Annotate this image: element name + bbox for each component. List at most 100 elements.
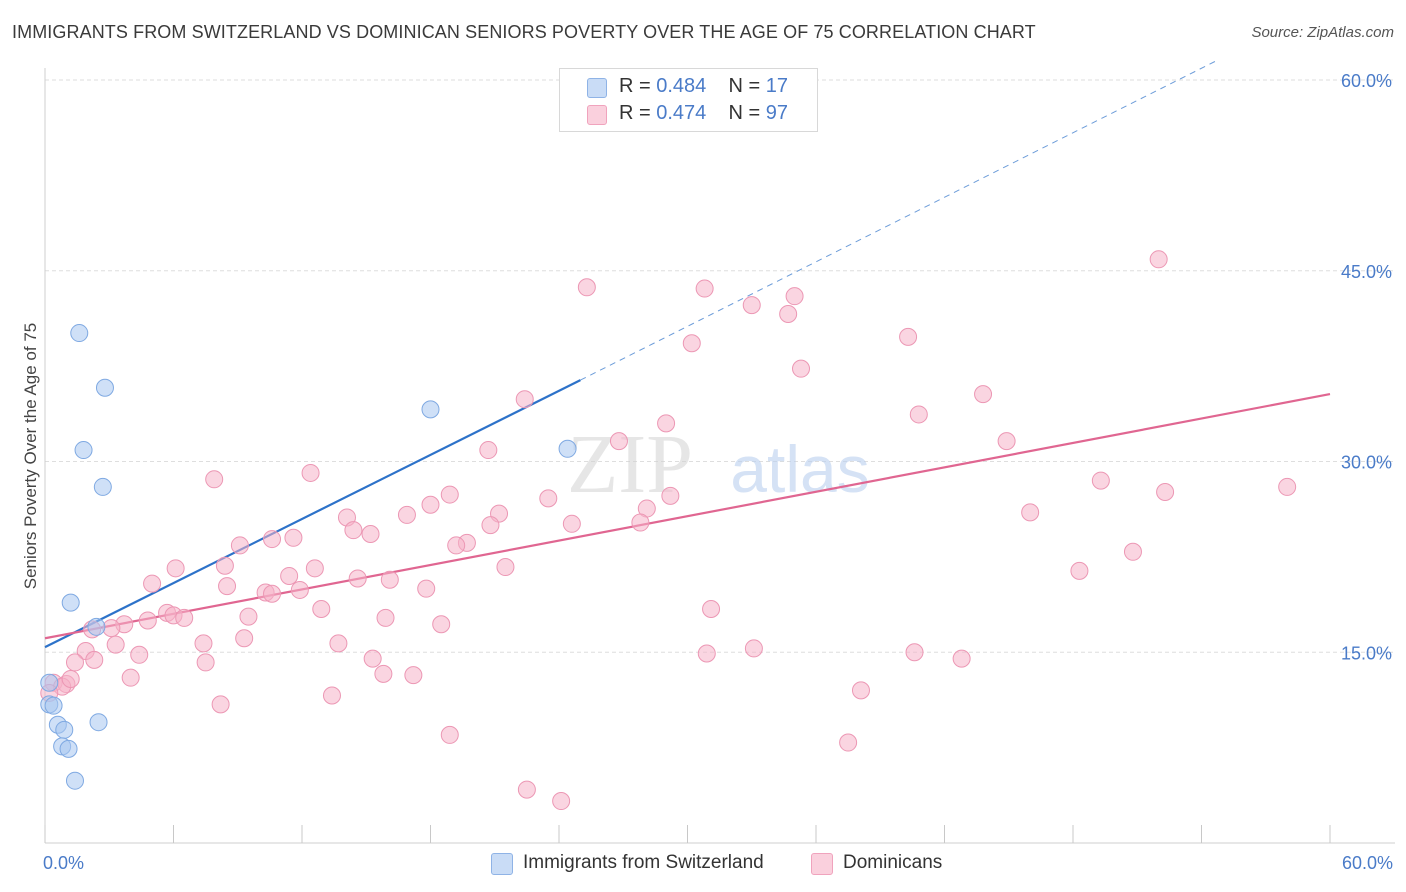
point-dominicans — [138, 611, 157, 630]
point-dominicans — [785, 287, 804, 306]
point-dominicans — [742, 296, 761, 315]
point-dominicans — [312, 600, 331, 619]
point-dominicans — [682, 334, 701, 353]
trend-line-switzerland-extension — [580, 59, 1219, 381]
point-dominicans — [609, 432, 628, 451]
point-dominicans — [348, 569, 367, 588]
point-dominicans — [909, 405, 928, 424]
x-tick-label: 60.0% — [1342, 853, 1393, 873]
point-dominicans — [974, 385, 993, 404]
point-dominicans — [301, 463, 320, 482]
point-dominicans — [61, 669, 80, 688]
point-dominicans — [215, 556, 234, 575]
legend-r-value: 0.474 — [656, 102, 707, 124]
point-dominicans — [496, 558, 515, 577]
y-tick-labels: 15.0% 30.0% 45.0% 60.0% — [1341, 71, 1392, 663]
legend-r-label: R = — [619, 102, 651, 124]
point-dominicans — [952, 649, 971, 668]
point-dominicans — [479, 441, 498, 460]
point-dominicans — [322, 686, 341, 705]
point-dominicans — [235, 629, 254, 648]
point-switzerland — [59, 739, 78, 758]
point-dominicans — [329, 634, 348, 653]
x-tick-labels: 0.0% 60.0% — [43, 853, 1393, 873]
y-tick-label: 60.0% — [1341, 71, 1392, 91]
point-dominicans — [1123, 542, 1142, 561]
legend-r-label: R = — [619, 75, 651, 97]
point-switzerland — [93, 477, 112, 496]
point-dominicans — [376, 608, 395, 627]
point-dominicans — [481, 516, 500, 535]
legend-swatch-dominicans — [587, 105, 607, 125]
point-dominicans — [899, 327, 918, 346]
axes — [44, 68, 1395, 844]
point-dominicans — [697, 644, 716, 663]
point-dominicans — [218, 577, 237, 596]
point-dominicans — [417, 579, 436, 598]
legend-n-value: 17 — [765, 75, 789, 97]
point-dominicans — [290, 580, 309, 599]
point-dominicans — [361, 524, 380, 543]
point-switzerland — [74, 441, 93, 460]
point-dominicans — [432, 615, 451, 634]
point-dominicans — [374, 664, 393, 683]
point-dominicans — [515, 390, 534, 409]
legend-n-label: N = — [728, 75, 761, 97]
point-switzerland — [95, 378, 114, 397]
point-dominicans — [85, 650, 104, 669]
point-switzerland — [421, 400, 440, 419]
legend-n-label: N = — [728, 102, 761, 124]
point-dominicans — [102, 619, 121, 638]
point-dominicans — [305, 559, 324, 578]
point-switzerland — [44, 696, 63, 715]
point-dominicans — [539, 489, 558, 508]
point-dominicans — [695, 279, 714, 298]
point-dominicans — [280, 566, 299, 585]
point-dominicans — [106, 635, 125, 654]
point-dominicans — [143, 574, 162, 593]
point-dominicans — [239, 607, 258, 626]
point-dominicans — [175, 608, 194, 627]
point-dominicans — [263, 530, 282, 549]
point-dominicans — [1278, 477, 1297, 496]
point-dominicans — [230, 536, 249, 555]
grid-lines — [45, 79, 1395, 653]
point-dominicans — [1091, 471, 1110, 490]
point-dominicans — [631, 513, 650, 532]
bottom-legend-label: Immigrants from Switzerland — [523, 852, 764, 873]
point-dominicans — [284, 528, 303, 547]
point-dominicans — [1070, 561, 1089, 580]
bottom-legend-swatch-dominicans — [811, 853, 833, 875]
legend-swatch-switzerland — [587, 78, 607, 98]
legend: R = 0.484 N = 17 R = 0.474 N = 97 — [559, 68, 818, 132]
point-dominicans — [344, 521, 363, 540]
point-dominicans — [562, 514, 581, 533]
point-dominicans — [1149, 250, 1168, 269]
legend-r-value: 0.484 — [656, 75, 707, 97]
point-dominicans — [779, 304, 798, 323]
point-dominicans — [440, 725, 459, 744]
point-dominicans — [851, 681, 870, 700]
point-dominicans — [380, 570, 399, 589]
point-dominicans — [121, 668, 140, 687]
point-dominicans — [744, 639, 763, 658]
x-tick-label: 0.0% — [43, 853, 84, 873]
legend-n-value: 97 — [765, 102, 789, 124]
y-axis-label: Seniors Poverty Over the Age of 75 — [21, 323, 40, 589]
point-switzerland — [70, 324, 89, 343]
point-dominicans — [661, 486, 680, 505]
point-switzerland — [40, 673, 59, 692]
point-dominicans — [263, 584, 282, 603]
point-dominicans — [702, 600, 721, 619]
point-dominicans — [194, 634, 213, 653]
point-switzerland — [558, 439, 577, 458]
point-dominicans — [577, 278, 596, 297]
bottom-legend-swatch-switzerland — [491, 853, 513, 875]
point-dominicans — [196, 653, 215, 672]
point-dominicans — [792, 359, 811, 378]
point-dominicans — [839, 733, 858, 752]
y-tick-label: 45.0% — [1341, 262, 1392, 282]
point-dominicans — [421, 495, 440, 514]
point-switzerland — [55, 720, 74, 739]
point-dominicans — [130, 645, 149, 664]
